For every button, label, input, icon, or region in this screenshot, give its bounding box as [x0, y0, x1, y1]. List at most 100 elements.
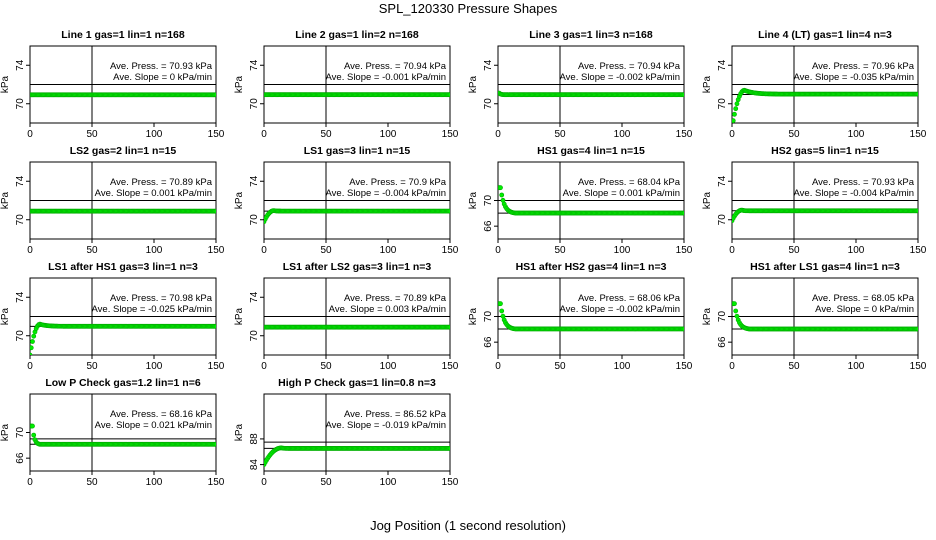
chart-panel: Line 1 gas=1 lin=1 n=168 0 50 100 150 70 74 kPa… — [0, 26, 234, 142]
x-tick-label: 150 — [910, 245, 927, 256]
x-tick-label: 50 — [788, 245, 800, 256]
data-point — [213, 92, 216, 98]
y-tick-label: 74 — [249, 175, 260, 187]
data-series — [30, 92, 216, 98]
data-point — [447, 92, 450, 98]
y-axis-label: kPa — [0, 423, 11, 441]
data-point — [915, 91, 918, 97]
data-point — [31, 432, 37, 438]
y-tick-label: 88 — [249, 433, 260, 445]
data-series — [264, 324, 450, 330]
data-point — [213, 323, 216, 329]
y-tick-label: 70 — [249, 214, 260, 226]
chart-svg: LS2 gas=2 lin=1 n=15 0 50 100 150 70 74 kPa Ave.… — [0, 145, 225, 256]
y-tick-label: 70 — [483, 98, 494, 110]
data-series — [732, 87, 918, 123]
x-tick-label: 50 — [554, 245, 566, 256]
panel-title: Low P Check gas=1.2 lin=1 n=6 — [45, 377, 200, 389]
data-point — [499, 308, 505, 314]
y-tick-label: 70 — [717, 311, 728, 323]
data-point — [499, 192, 505, 198]
ave-press-annotation: Ave. Press. = 68.05 kPa — [812, 293, 915, 304]
y-axis-label: kPa — [234, 75, 245, 93]
data-point — [732, 301, 737, 307]
chart-panel: LS1 after HS1 gas=3 lin=1 n=3 0 50 100 150 70… — [0, 258, 234, 374]
plot-frame — [29, 393, 217, 472]
y-axis-label: kPa — [702, 75, 713, 93]
y-tick-label: 66 — [483, 336, 494, 348]
chart-svg: HS1 gas=4 lin=1 n=15 0 50 100 150 66 70 kPa Ave.… — [468, 145, 693, 256]
data-point — [733, 308, 739, 314]
y-tick-label: 74 — [717, 59, 728, 71]
panel-title: HS1 after HS2 gas=4 lin=1 n=3 — [516, 261, 667, 273]
chart-svg: Line 4 (LT) gas=1 lin=4 n=3 0 50 100 150 70 74… — [702, 29, 927, 140]
chart-svg: High P Check gas=1 lin=0.8 n=3 0 50 100 150 8… — [234, 377, 459, 488]
x-tick-label: 50 — [320, 477, 332, 488]
y-tick-label: 74 — [483, 59, 494, 71]
data-series — [264, 208, 450, 225]
panel-title: LS2 gas=2 lin=1 n=15 — [70, 145, 177, 157]
x-tick-label: 50 — [788, 361, 800, 372]
ave-slope-annotation: Ave. Slope = -0.001 kPa/min — [326, 72, 447, 83]
x-tick-label: 50 — [554, 129, 566, 140]
x-tick-label: 0 — [27, 129, 33, 140]
ave-press-annotation: Ave. Press. = 70.94 kPa — [344, 61, 447, 72]
y-tick-label: 70 — [15, 98, 26, 110]
data-series — [498, 301, 684, 332]
y-axis-label: kPa — [702, 191, 713, 209]
x-tick-label: 150 — [442, 477, 459, 488]
data-series — [498, 185, 684, 216]
x-tick-label: 100 — [146, 129, 163, 140]
x-tick-label: 150 — [208, 361, 225, 372]
x-tick-label: 100 — [848, 245, 865, 256]
data-point — [447, 446, 450, 451]
y-tick-label: 70 — [717, 98, 728, 110]
x-tick-label: 0 — [495, 129, 501, 140]
ave-slope-annotation: Ave. Slope = -0.002 kPa/min — [560, 72, 681, 83]
y-axis-label: kPa — [468, 75, 479, 93]
x-axis-caption: Jog Position (1 second resolution) — [370, 518, 566, 533]
chart-panel: HS1 gas=4 lin=1 n=15 0 50 100 150 66 70 kPa Ave.… — [468, 142, 702, 258]
x-tick-label: 100 — [380, 129, 397, 140]
ave-slope-annotation: Ave. Slope = 0.001 kPa/min — [563, 188, 680, 199]
x-tick-label: 100 — [146, 245, 163, 256]
ave-press-annotation: Ave. Press. = 68.04 kPa — [578, 177, 681, 188]
y-tick-label: 70 — [483, 311, 494, 323]
data-series — [732, 207, 918, 224]
x-tick-label: 150 — [676, 361, 693, 372]
chart-svg: HS1 after HS2 gas=4 lin=1 n=3 0 50 100 150 66… — [468, 261, 693, 372]
y-axis-label: kPa — [0, 75, 11, 93]
ave-slope-annotation: Ave. Slope = -0.002 kPa/min — [560, 304, 681, 315]
x-tick-label: 150 — [208, 477, 225, 488]
y-tick-label: 74 — [15, 291, 26, 303]
data-point — [734, 101, 740, 107]
x-tick-label: 150 — [442, 129, 459, 140]
y-axis-label: kPa — [0, 307, 11, 325]
x-tick-label: 150 — [208, 129, 225, 140]
data-point — [213, 208, 216, 214]
data-series — [30, 321, 216, 355]
panel-title: HS1 gas=4 lin=1 n=15 — [537, 145, 645, 157]
ave-slope-annotation: Ave. Slope = 0.001 kPa/min — [95, 188, 212, 199]
ave-press-annotation: Ave. Press. = 70.93 kPa — [812, 177, 915, 188]
x-tick-label: 0 — [27, 245, 33, 256]
y-axis-label: kPa — [702, 307, 713, 325]
y-axis-label: kPa — [0, 191, 11, 209]
chart-svg: LS1 gas=3 lin=1 n=15 0 50 100 150 70 74 kPa Ave.… — [234, 145, 459, 256]
x-tick-label: 50 — [320, 129, 332, 140]
x-tick-label: 100 — [380, 245, 397, 256]
x-tick-label: 50 — [86, 477, 98, 488]
chart-panel: HS1 after LS1 gas=4 lin=1 n=3 0 50 100 150 66… — [702, 258, 936, 374]
chart-panel: Line 2 gas=1 lin=2 n=168 0 50 100 150 70 74 kPa… — [234, 26, 468, 142]
x-tick-label: 150 — [442, 245, 459, 256]
y-tick-label: 84 — [249, 459, 260, 471]
data-point — [30, 423, 35, 429]
x-tick-label: 100 — [614, 245, 631, 256]
x-tick-label: 100 — [614, 361, 631, 372]
x-tick-label: 100 — [380, 361, 397, 372]
x-tick-label: 0 — [261, 477, 267, 488]
y-tick-label: 74 — [249, 59, 260, 71]
figure-title: SPL_120330 Pressure Shapes — [378, 1, 558, 16]
x-tick-label: 0 — [261, 245, 267, 256]
